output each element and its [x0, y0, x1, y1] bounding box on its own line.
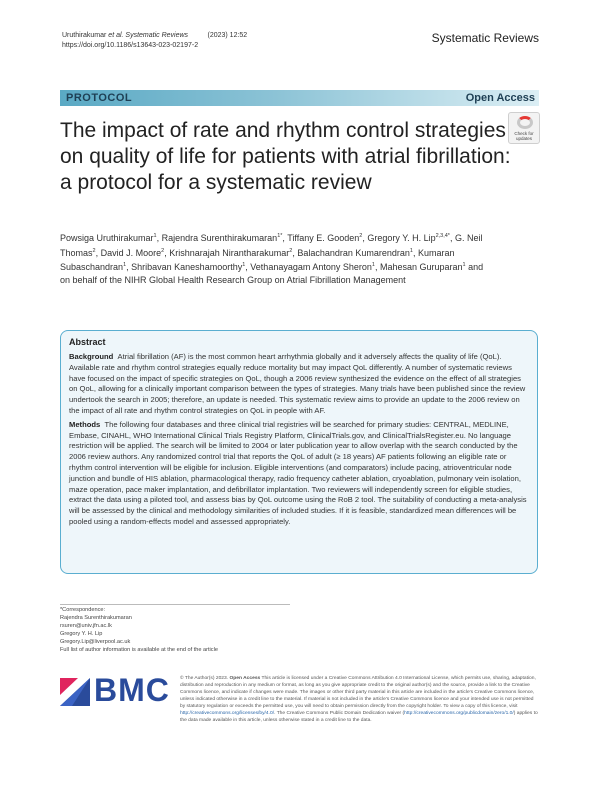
background-label: Background	[69, 352, 114, 361]
bmc-logo-icon	[60, 678, 90, 706]
correspondent-name: Rajendra Surenthirakumaran	[60, 615, 132, 621]
author-name: Kumaran Subaschandran	[60, 247, 455, 273]
abstract-heading: Abstract	[69, 337, 106, 347]
author-separator: ,	[362, 233, 368, 243]
author-separator: ,	[95, 247, 101, 258]
correspondent-name: Gregory Y. H. Lip	[60, 631, 103, 637]
running-header-citation: Uruthirakumar et al. Systematic Reviews …	[62, 31, 247, 51]
article-type-banner: PROTOCOL Open Access	[60, 90, 539, 106]
cc-by-license-link[interactable]: http://creativecommons.org/licenses/by/4…	[180, 711, 275, 716]
author-affiliation-marker: 1	[153, 233, 157, 239]
author-separator: ,	[282, 233, 288, 243]
citation-line: Uruthirakumar et al. Systematic Reviews …	[62, 31, 247, 41]
author-affiliation-marker: 2	[161, 247, 165, 254]
citation-year: (2023) 12:52	[207, 32, 248, 39]
correspondence-notes: *Correspondence: Rajendra Surenthirakuma…	[60, 606, 218, 654]
author-affiliation-marker: 1	[242, 262, 246, 268]
author-separator: and on behalf of the NIHR Global Health …	[60, 262, 484, 285]
abstract-background: Background Atrial fibrillation (AF) is t…	[69, 352, 529, 417]
author-affiliation-marker: 2	[92, 247, 96, 254]
journal-name: Systematic Reviews	[431, 31, 539, 45]
author-list: Powsiga Uruthirakumar1, Rajendra Surenth…	[60, 230, 490, 286]
citation-authors: Uruthirakumar	[62, 32, 109, 39]
author-name: G. Neil Thomas	[60, 233, 483, 258]
abstract-box: Abstract Background Atrial fibrillation …	[60, 330, 538, 574]
author-separator: ,	[245, 262, 251, 272]
author-info-note: Full list of author information is avail…	[60, 647, 218, 653]
doi-link[interactable]: https://doi.org/10.1186/s13643-023-02197…	[62, 42, 199, 49]
license-statement: © The Author(s) 2023. Open Access This a…	[180, 676, 538, 723]
author-name: Shribavan Kaneshamoorthy	[131, 262, 243, 272]
author-name: Tiffany E. Gooden	[287, 233, 360, 243]
correspondence-label: *Correspondence:	[60, 607, 106, 613]
citation-journal: et al. Systematic Reviews	[108, 32, 189, 39]
author-affiliation-marker: 1	[409, 247, 413, 254]
author-affiliation-marker: 1	[462, 262, 466, 268]
author-separator: ,	[126, 262, 132, 272]
author-name: Balachandran Kumarendran	[297, 247, 410, 258]
license-open-access: Open Access	[229, 676, 261, 681]
author-separator: ,	[412, 247, 418, 258]
correspondent-email[interactable]: rsuren@univ.jfn.ac.lk	[60, 623, 112, 629]
author-affiliation-marker: 1*	[277, 233, 283, 239]
check-for-updates-button[interactable]: Check for updates	[508, 112, 540, 144]
author-separator: ,	[449, 233, 455, 243]
correspondent-email[interactable]: Gregory.Lip@liverpool.ac.uk	[60, 639, 131, 645]
article-title: The impact of rate and rhythm control st…	[60, 119, 511, 194]
author-separator: ,	[292, 247, 298, 258]
author-affiliation-marker: 1	[371, 262, 375, 268]
footnote-divider	[60, 604, 290, 605]
author-separator: ,	[374, 262, 380, 272]
author-affiliation-marker: 2,3,4*	[435, 233, 450, 239]
background-text: Atrial fibrillation (AF) is the most com…	[69, 352, 526, 415]
author-affiliation-marker: 2	[359, 233, 363, 239]
check-updates-text: Check for updates	[514, 131, 534, 141]
abstract-methods: Methods The following four databases and…	[69, 420, 529, 528]
methods-text: The following four databases and three c…	[69, 419, 527, 526]
cc0-waiver-link[interactable]: http://creativecommons.org/publicdomain/…	[404, 711, 514, 716]
author-name: Vethanayagam Antony Sheron	[250, 262, 372, 272]
methods-label: Methods	[69, 419, 101, 429]
author-name: Krishnarajah Nirantharakumar	[169, 247, 290, 258]
article-type-label: PROTOCOL	[66, 92, 133, 104]
author-name: Powsiga Uruthirakumar	[60, 233, 154, 243]
author-name: David J. Moore	[100, 247, 162, 258]
author-separator: ,	[156, 233, 162, 243]
author-affiliation-marker: 2	[289, 247, 293, 254]
author-name: Rajendra Surenthirakumaran	[161, 233, 278, 243]
check-updates-icon	[517, 116, 533, 129]
bmc-logo-text: BMC	[94, 672, 170, 708]
open-access-label: Open Access	[465, 92, 535, 104]
author-name: Mahesan Guruparan	[379, 262, 463, 272]
author-separator: ,	[164, 247, 170, 258]
author-affiliation-marker: 1	[123, 262, 127, 268]
author-name: Gregory Y. H. Lip	[367, 233, 436, 243]
